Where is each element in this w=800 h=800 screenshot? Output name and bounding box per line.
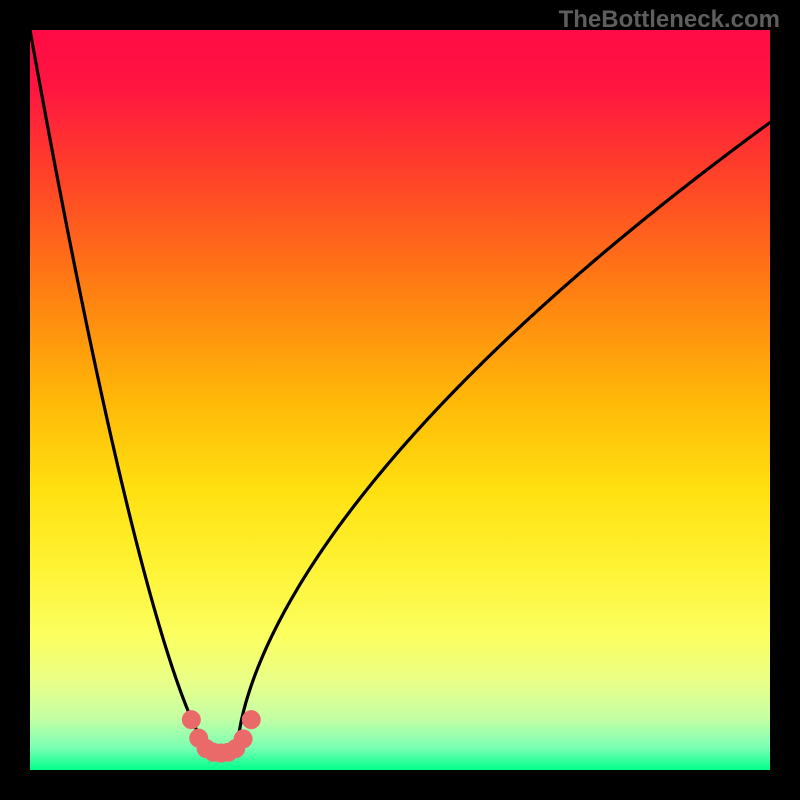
valley-marker-7 [234,730,252,748]
valley-markers-group [182,711,260,762]
valley-marker-0 [182,711,200,729]
valley-marker-8 [242,711,260,729]
curve-left [30,30,211,752]
chart-container: TheBottleneck.com [0,0,800,800]
curves-layer [30,30,770,770]
curve-right [237,123,770,752]
plot-area [30,30,770,770]
watermark-text: TheBottleneck.com [559,6,780,34]
